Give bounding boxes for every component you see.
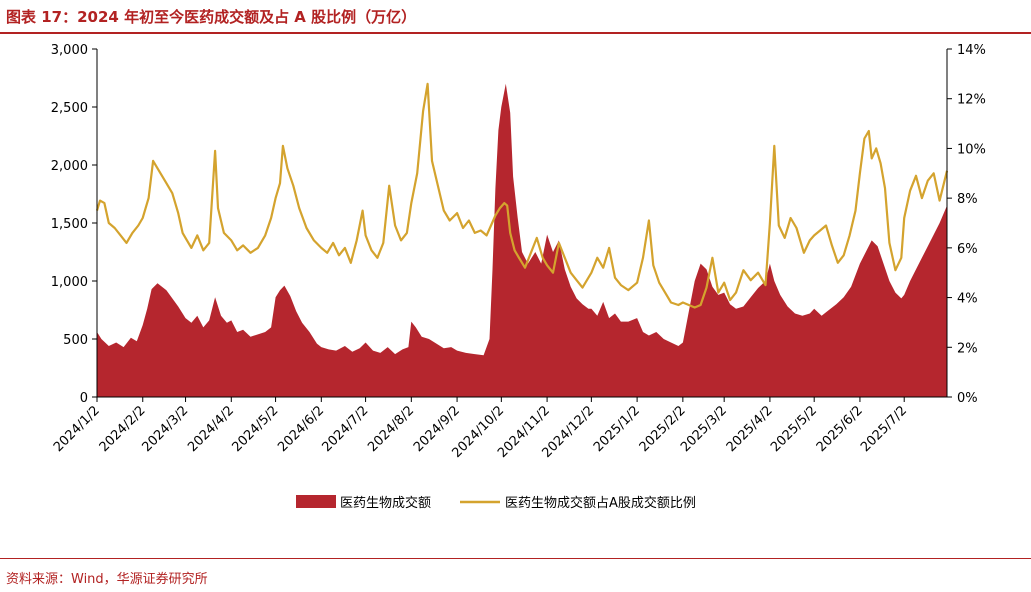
series-area-pharma-turnover xyxy=(97,83,947,398)
x-tick-label: 2024/1/2 xyxy=(51,403,103,455)
right-tick-label: 0% xyxy=(957,391,978,406)
left-tick-label: 2,000 xyxy=(51,159,88,174)
x-tick-label: 2024/4/2 xyxy=(185,403,237,455)
x-tick-label: 2024/2/2 xyxy=(97,403,149,455)
plot-area xyxy=(95,82,949,398)
legend-label-line: 医药生物成交额占A股成交额比例 xyxy=(505,495,696,511)
x-tick-label: 2025/4/2 xyxy=(724,403,776,455)
left-tick-label: 1,000 xyxy=(51,275,88,290)
x-tick-label: 2024/6/2 xyxy=(275,403,327,455)
x-tick-label: 2025/1/2 xyxy=(591,403,643,455)
title-rule xyxy=(0,32,1031,34)
right-tick-label: 8% xyxy=(957,192,978,207)
right-tick-label: 2% xyxy=(957,341,978,356)
right-tick-label: 14% xyxy=(957,43,986,58)
right-tick-label: 6% xyxy=(957,242,978,257)
source-note: 资料来源：Wind，华源证券研究所 xyxy=(6,572,208,587)
legend-label-area: 医药生物成交额 xyxy=(340,495,431,511)
left-tick-label: 500 xyxy=(63,333,88,348)
chart-title: 图表 17：2024 年初至今医药成交额及占 A 股比例（万亿） xyxy=(6,8,417,26)
x-tick-label: 2025/3/2 xyxy=(678,403,730,455)
x-tick-label: 2025/5/2 xyxy=(768,403,820,455)
right-tick-label: 4% xyxy=(957,292,978,307)
left-tick-label: 1,500 xyxy=(51,217,88,232)
x-axis: 2024/1/22024/2/22024/3/22024/4/22024/5/2… xyxy=(51,396,947,461)
x-tick-label: 2024/7/2 xyxy=(320,403,372,455)
right-tick-label: 10% xyxy=(957,142,986,157)
right-y-axis: 0% 2% 4% 6% 8% 10% 12% 14% xyxy=(946,43,986,406)
source-rule xyxy=(0,558,1031,559)
left-tick-label: 2,500 xyxy=(51,101,88,116)
series-line-pharma-share xyxy=(95,82,949,309)
x-tick-label: 2025/7/2 xyxy=(858,403,910,455)
legend: 医药生物成交额 医药生物成交额占A股成交额比例 xyxy=(296,495,696,511)
x-tick-label: 2024/8/2 xyxy=(365,403,417,455)
left-tick-label: 3,000 xyxy=(51,43,88,58)
left-tick-label: 0 xyxy=(80,391,88,406)
legend-swatch-area xyxy=(296,495,336,508)
left-y-axis: 0 500 1,000 1,500 2,000 2,500 3,000 xyxy=(51,43,98,406)
right-tick-label: 12% xyxy=(957,93,986,108)
x-tick-label: 2024/5/2 xyxy=(229,403,281,455)
x-tick-label: 2025/6/2 xyxy=(814,403,866,455)
x-tick-label: 2024/3/2 xyxy=(139,403,191,455)
